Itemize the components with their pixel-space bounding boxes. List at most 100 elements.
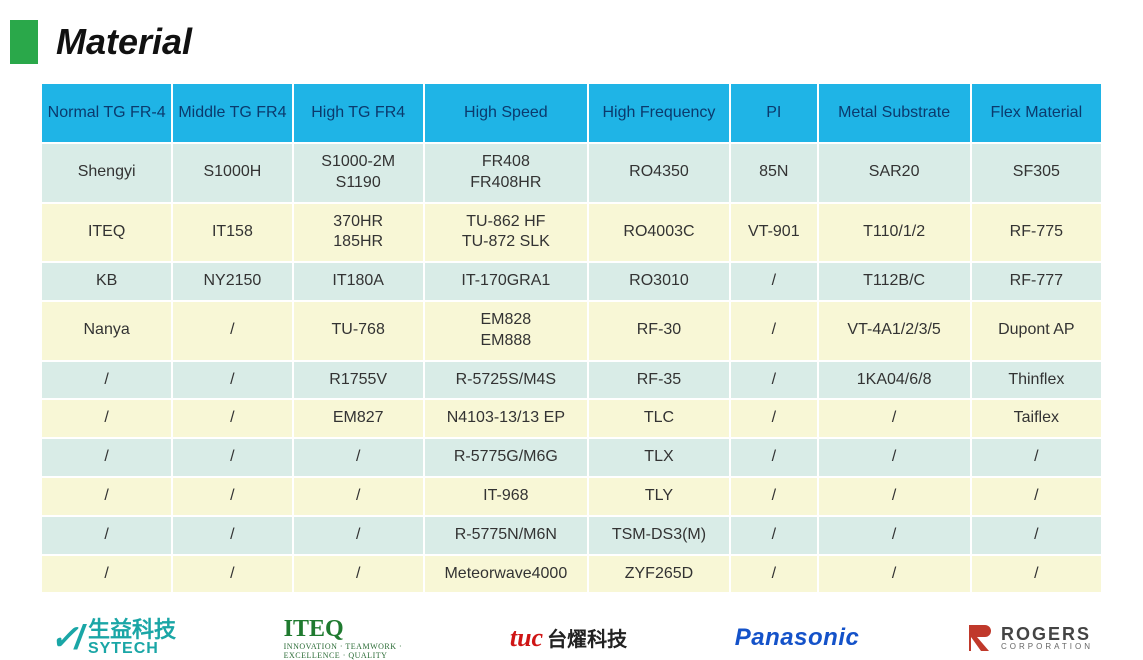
table-row: ///Meteorwave4000ZYF265D/// — [41, 555, 1102, 594]
table-cell: R-5775G/M6G — [424, 438, 588, 477]
table-cell: / — [971, 438, 1102, 477]
table-header-cell: Flex Material — [971, 83, 1102, 143]
table-cell: R-5725S/M4S — [424, 361, 588, 400]
logo-sytech: ✓/ 生益科技 SYTECH — [50, 618, 176, 658]
tuc-red: tuc — [510, 623, 543, 653]
table-cell: TSM-DS3(M) — [588, 516, 730, 555]
title-block: Material — [10, 20, 1103, 64]
iteq-name: ITEQ — [284, 616, 403, 642]
table-row: //R1755VR-5725S/M4SRF-35/1KA04/6/8Thinfl… — [41, 361, 1102, 400]
table-cell: ITEQ — [41, 203, 172, 263]
materials-table: Normal TG FR-4Middle TG FR4High TG FR4Hi… — [40, 82, 1103, 594]
slide: Material Normal TG FR-4Middle TG FR4High… — [0, 0, 1143, 660]
tuc-cn: 台燿科技 — [547, 623, 627, 652]
table-cell: / — [730, 262, 818, 301]
table-cell: TLC — [588, 399, 730, 438]
table-cell: / — [41, 399, 172, 438]
table-header-cell: PI — [730, 83, 818, 143]
table-cell: S1000H — [172, 143, 292, 203]
table-cell: Nanya — [41, 301, 172, 361]
table-cell: / — [293, 477, 424, 516]
iteq-sub2: EXCELLENCE · QUALITY — [284, 652, 403, 660]
table-header-cell: High TG FR4 — [293, 83, 424, 143]
table-cell: / — [172, 399, 292, 438]
logo-tuc: tuc 台燿科技 — [510, 623, 627, 653]
sytech-text: 生益科技 SYTECH — [88, 619, 176, 657]
table-cell: / — [41, 438, 172, 477]
table-cell: KB — [41, 262, 172, 301]
table-cell: / — [730, 555, 818, 594]
table-cell: / — [172, 438, 292, 477]
table-cell: / — [971, 477, 1102, 516]
table-cell: / — [730, 477, 818, 516]
table-header-cell: Middle TG FR4 — [172, 83, 292, 143]
table-cell: TLY — [588, 477, 730, 516]
table-cell: SAR20 — [818, 143, 971, 203]
table-row: ///R-5775N/M6NTSM-DS3(M)/// — [41, 516, 1102, 555]
table-cell: RO4350 — [588, 143, 730, 203]
table-cell: RF-777 — [971, 262, 1102, 301]
table-cell: RO4003C — [588, 203, 730, 263]
table-cell: / — [172, 477, 292, 516]
table-cell: / — [172, 516, 292, 555]
table-cell: / — [730, 399, 818, 438]
table-cell: IT158 — [172, 203, 292, 263]
table-cell: Taiflex — [971, 399, 1102, 438]
table-cell: R1755V — [293, 361, 424, 400]
sytech-mark-icon: ✓/ — [50, 618, 80, 658]
table-cell: / — [41, 516, 172, 555]
table-cell: Shengyi — [41, 143, 172, 203]
table-cell: FR408 FR408HR — [424, 143, 588, 203]
table-cell: Dupont AP — [971, 301, 1102, 361]
table-row: ///R-5775G/M6GTLX/// — [41, 438, 1102, 477]
table-cell: Thinflex — [971, 361, 1102, 400]
table-cell: Meteorwave4000 — [424, 555, 588, 594]
table-cell: / — [818, 438, 971, 477]
table-row: ITEQIT158370HR 185HRTU-862 HF TU-872 SLK… — [41, 203, 1102, 263]
table-cell: / — [730, 361, 818, 400]
table-cell: / — [172, 301, 292, 361]
table-cell: RF-30 — [588, 301, 730, 361]
table-cell: IT180A — [293, 262, 424, 301]
table-cell: / — [818, 399, 971, 438]
table-header-cell: High Speed — [424, 83, 588, 143]
table-header-cell: Normal TG FR-4 — [41, 83, 172, 143]
table-cell: / — [730, 301, 818, 361]
panasonic-text: Panasonic — [735, 624, 860, 652]
rogers-sub: CORPORATION — [1001, 643, 1093, 651]
table-cell: / — [172, 361, 292, 400]
logo-rogers: ROGERS CORPORATION — [967, 623, 1093, 653]
table-cell: / — [293, 555, 424, 594]
table-cell: / — [293, 516, 424, 555]
table-cell: / — [41, 361, 172, 400]
table-cell: T112B/C — [818, 262, 971, 301]
table-cell: VT-901 — [730, 203, 818, 263]
iteq-text: ITEQ INNOVATION · TEAMWORK · EXCELLENCE … — [284, 616, 403, 660]
table-cell: / — [41, 477, 172, 516]
table-cell: IT-170GRA1 — [424, 262, 588, 301]
table-cell: / — [818, 516, 971, 555]
table-cell: TU-768 — [293, 301, 424, 361]
rogers-name: ROGERS — [1001, 625, 1093, 643]
table-cell: / — [730, 516, 818, 555]
table-row: ShengyiS1000HS1000-2M S1190FR408 FR408HR… — [41, 143, 1102, 203]
table-cell: N4103-13/13 EP — [424, 399, 588, 438]
title-accent-bar — [10, 20, 38, 64]
table-cell: IT-968 — [424, 477, 588, 516]
table-cell: / — [971, 516, 1102, 555]
table-head: Normal TG FR-4Middle TG FR4High TG FR4Hi… — [41, 83, 1102, 143]
table-cell: 1KA04/6/8 — [818, 361, 971, 400]
table-cell: ZYF265D — [588, 555, 730, 594]
table-cell: NY2150 — [172, 262, 292, 301]
table-cell: VT-4A1/2/3/5 — [818, 301, 971, 361]
logo-panasonic: Panasonic — [735, 624, 860, 652]
table-cell: / — [730, 438, 818, 477]
table-cell: EM827 — [293, 399, 424, 438]
table-cell: / — [971, 555, 1102, 594]
table-row: ///IT-968TLY/// — [41, 477, 1102, 516]
sytech-cn: 生益科技 — [88, 619, 176, 641]
table-cell: TU-862 HF TU-872 SLK — [424, 203, 588, 263]
table-header-cell: Metal Substrate — [818, 83, 971, 143]
table-row: //EM827N4103-13/13 EPTLC//Taiflex — [41, 399, 1102, 438]
table-row: Nanya/TU-768EM828 EM888RF-30/VT-4A1/2/3/… — [41, 301, 1102, 361]
